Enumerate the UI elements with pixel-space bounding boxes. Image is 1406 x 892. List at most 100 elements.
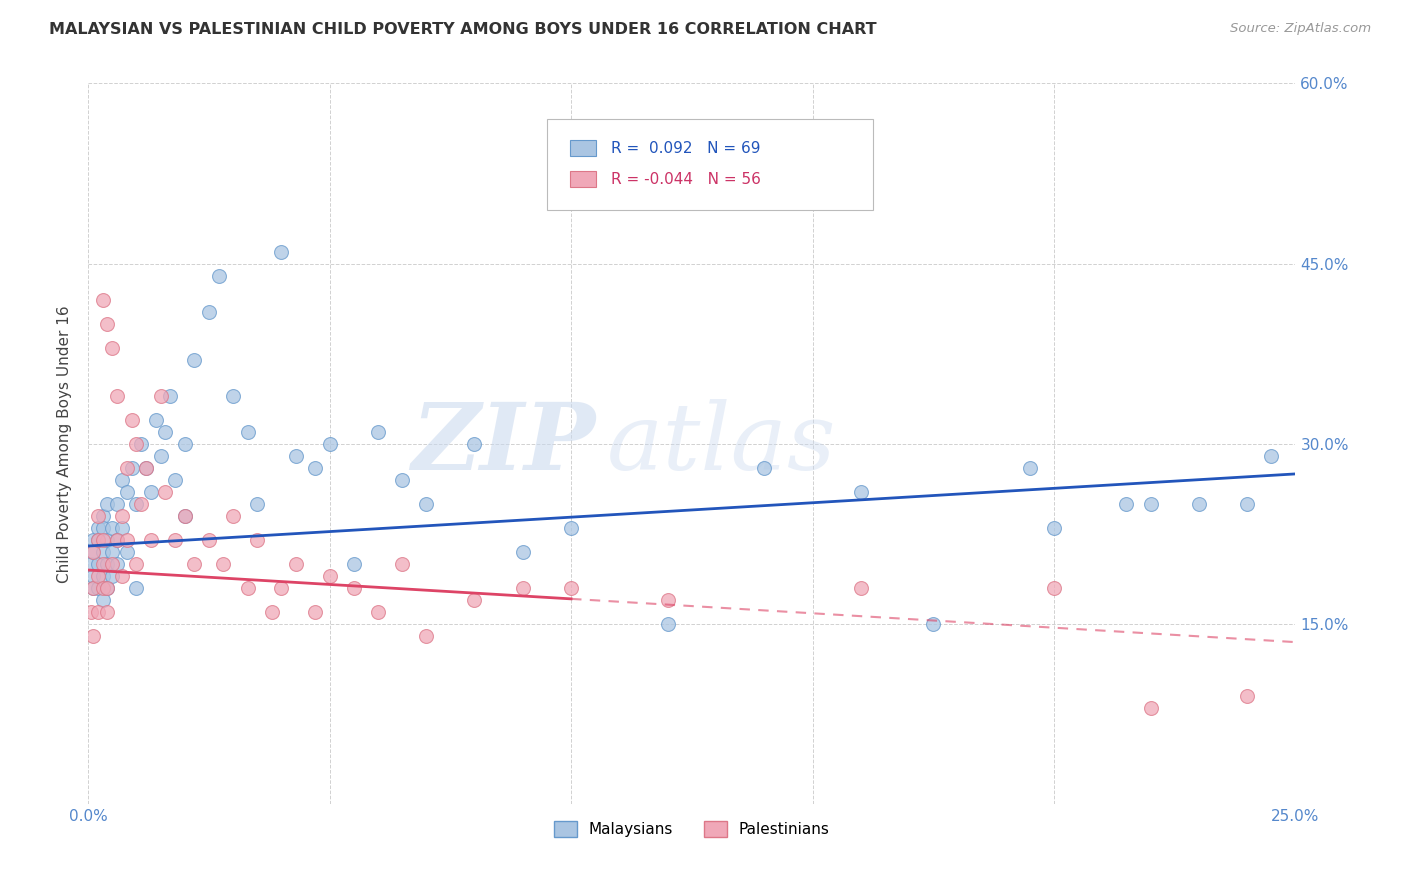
Point — [115, 461, 138, 475]
Point — [318, 437, 340, 451]
Point — [849, 484, 872, 499]
Point — [105, 389, 128, 403]
Point — [657, 593, 679, 607]
Point — [270, 244, 292, 259]
Point — [111, 521, 134, 535]
Point — [91, 293, 114, 307]
Point — [91, 593, 114, 607]
Point — [270, 581, 292, 595]
Point — [284, 557, 307, 571]
Point — [1236, 497, 1258, 511]
Point — [121, 413, 143, 427]
Point — [91, 557, 114, 571]
Point — [754, 461, 776, 475]
Point — [96, 557, 118, 571]
Point — [125, 497, 148, 511]
Point — [512, 545, 534, 559]
Point — [82, 545, 104, 559]
Point — [87, 605, 110, 619]
Point — [96, 581, 118, 595]
Text: ZIP: ZIP — [411, 399, 595, 489]
Point — [82, 581, 104, 595]
Point — [82, 545, 104, 559]
Text: R = -0.044   N = 56: R = -0.044 N = 56 — [612, 172, 761, 186]
Point — [87, 533, 110, 547]
Point — [105, 497, 128, 511]
Point — [260, 605, 283, 619]
Point — [1260, 449, 1282, 463]
Point — [101, 545, 124, 559]
Point — [87, 581, 110, 595]
Point — [212, 557, 235, 571]
Point — [91, 508, 114, 523]
Point — [463, 437, 485, 451]
Point — [657, 617, 679, 632]
Point — [96, 581, 118, 595]
Point — [343, 581, 366, 595]
Point — [79, 605, 101, 619]
Point — [1139, 497, 1161, 511]
Point — [125, 437, 148, 451]
Point — [463, 593, 485, 607]
Point — [101, 341, 124, 355]
Point — [165, 533, 187, 547]
Point — [1018, 461, 1040, 475]
Point — [82, 569, 104, 583]
Point — [115, 545, 138, 559]
Point — [87, 557, 110, 571]
Point — [101, 569, 124, 583]
Point — [129, 497, 152, 511]
Point — [135, 461, 157, 475]
Point — [415, 497, 437, 511]
Point — [1043, 521, 1066, 535]
Point — [922, 617, 945, 632]
Point — [139, 533, 162, 547]
Text: atlas: atlas — [607, 399, 837, 489]
Point — [82, 533, 104, 547]
Point — [105, 533, 128, 547]
Point — [115, 484, 138, 499]
Point — [125, 557, 148, 571]
Point — [96, 317, 118, 331]
Point — [236, 425, 259, 439]
Point — [121, 461, 143, 475]
Point — [105, 557, 128, 571]
Point — [125, 581, 148, 595]
Point — [105, 533, 128, 547]
Point — [87, 569, 110, 583]
Point — [1115, 497, 1137, 511]
Point — [367, 425, 389, 439]
Point — [96, 605, 118, 619]
Point — [560, 521, 582, 535]
Point — [1139, 701, 1161, 715]
Point — [101, 521, 124, 535]
Point — [246, 533, 269, 547]
Point — [91, 533, 114, 547]
Point — [207, 268, 229, 283]
Point — [173, 508, 195, 523]
Point — [391, 557, 413, 571]
Point — [149, 389, 172, 403]
Point — [343, 557, 366, 571]
Point — [367, 605, 389, 619]
Point — [111, 508, 134, 523]
Point — [183, 557, 205, 571]
Point — [96, 533, 118, 547]
Legend: Malaysians, Palestinians: Malaysians, Palestinians — [548, 815, 837, 844]
Point — [222, 389, 245, 403]
Point — [173, 437, 195, 451]
Point — [1236, 689, 1258, 703]
Point — [87, 533, 110, 547]
Point — [222, 508, 245, 523]
Point — [82, 581, 104, 595]
Point — [173, 508, 195, 523]
Point — [183, 352, 205, 367]
Point — [391, 473, 413, 487]
Text: Source: ZipAtlas.com: Source: ZipAtlas.com — [1230, 22, 1371, 36]
Point — [1043, 581, 1066, 595]
Point — [91, 521, 114, 535]
FancyBboxPatch shape — [547, 120, 873, 210]
Point — [111, 473, 134, 487]
Point — [135, 461, 157, 475]
Point — [155, 484, 177, 499]
